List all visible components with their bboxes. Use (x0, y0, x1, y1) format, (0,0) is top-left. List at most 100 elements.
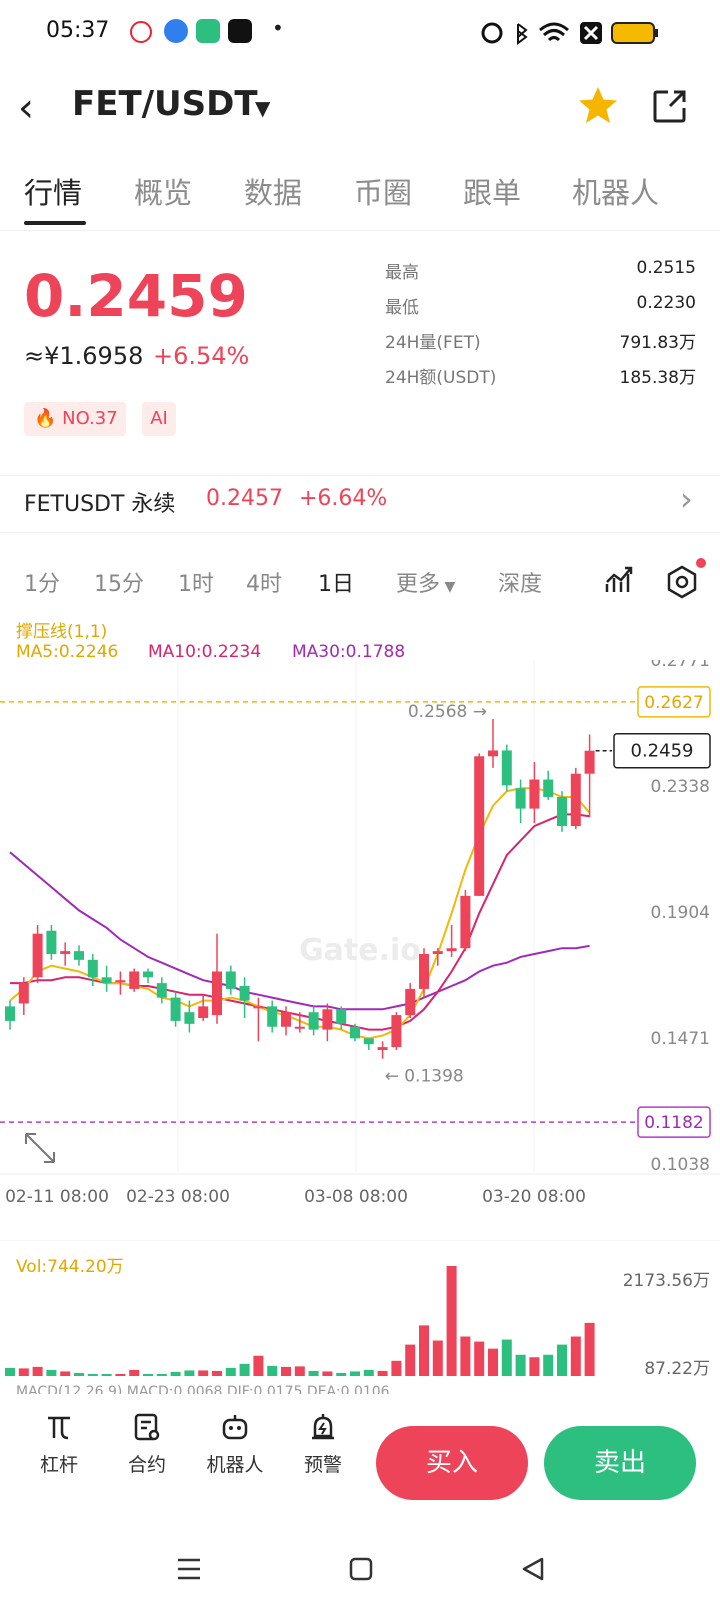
candle-body (584, 750, 595, 774)
settings-notification-dot (696, 558, 706, 568)
ai-badge[interactable]: AI (142, 402, 176, 436)
volume-bar (129, 1369, 140, 1376)
favorite-star-icon[interactable] (576, 84, 620, 128)
candle-body (405, 988, 416, 1016)
candle-body (253, 1006, 264, 1009)
resistance-value: 0.2627 (644, 693, 703, 713)
candle-body (115, 980, 126, 983)
tab-community[interactable]: 币圈 (354, 176, 413, 210)
tab-data[interactable]: 数据 (244, 176, 303, 210)
x-tick-label: 02-11 08:00 (5, 1187, 109, 1207)
back-icon[interactable]: ‹ (18, 85, 34, 131)
ma30-line (9, 851, 590, 1011)
volume-bar (115, 1374, 126, 1376)
tab-overview[interactable]: 概览 (134, 176, 193, 210)
contract-item[interactable]: 合约 (112, 1412, 182, 1477)
app-notification-icon (130, 21, 152, 43)
candle-body (101, 977, 112, 984)
status-time: 05:37 (46, 18, 110, 43)
caret-down-icon: ▼ (440, 579, 456, 595)
buy-button[interactable]: 买入 (376, 1426, 528, 1500)
volume-chart[interactable]: 2173.56万 87.22万 (0, 1240, 720, 1380)
perpetual-row[interactable]: FETUSDT 永续 0.2457 +6.64% › (0, 475, 720, 533)
stat-high-value: 0.2515 (636, 258, 696, 278)
header: ‹ FET/USDT ▼ (0, 70, 720, 150)
y-tick-label: 0.2771 (651, 660, 710, 671)
interval-1d[interactable]: 1日 (318, 572, 354, 597)
interval-1h[interactable]: 1时 (178, 572, 214, 597)
volume-bar (156, 1373, 167, 1376)
ma30-legend: MA30:0.1788 (292, 642, 406, 662)
back-nav-icon[interactable] (518, 1554, 548, 1584)
pair-title[interactable]: FET/USDT (72, 84, 258, 124)
sell-button[interactable]: 卖出 (544, 1426, 696, 1500)
low-annotation: ← 0.1398 (385, 1066, 464, 1086)
candle-body (557, 796, 567, 827)
volume-bar (101, 1374, 112, 1376)
tab-robot[interactable]: 机器人 (572, 176, 660, 210)
robot-label: 机器人 (206, 1454, 264, 1476)
candle-body (32, 933, 43, 978)
candle-body (143, 971, 153, 978)
tab-copy-trade[interactable]: 跟单 (463, 176, 522, 210)
y-tick-label: 0.2338 (651, 777, 710, 797)
volume-bar (501, 1339, 512, 1376)
robot-item[interactable]: 机器人 (200, 1412, 270, 1477)
perpetual-name: FETUSDT 永续 (24, 492, 176, 517)
candle-body (294, 1026, 305, 1029)
stat-vol-label: 24H量(FET) (385, 333, 481, 353)
cny-price: ≈¥1.6958 (24, 342, 144, 370)
stat-vol-value: 791.83万 (619, 333, 696, 353)
home-icon[interactable] (346, 1554, 376, 1584)
volume-bar (184, 1370, 195, 1376)
leverage-item[interactable]: 杠杆 (24, 1412, 94, 1477)
last-price: 0.2459 (24, 262, 248, 330)
fire-icon: 🔥 (34, 408, 57, 429)
candle-body (460, 895, 471, 949)
candle-body (5, 1006, 15, 1021)
candle-body (474, 756, 485, 896)
high-annotation: 0.2568 → (408, 702, 487, 722)
perpetual-price: 0.2457 (206, 486, 283, 511)
depth-tab[interactable]: 深度 (498, 572, 543, 597)
volume-bar (377, 1370, 388, 1376)
rank-badge[interactable]: 🔥 NO.37 (24, 402, 126, 436)
volume-bar (308, 1370, 319, 1376)
interval-4h[interactable]: 4时 (246, 572, 282, 597)
interval-more[interactable]: 更多 ▼ (396, 566, 455, 598)
volume-bar (543, 1354, 554, 1376)
candle-body (225, 971, 236, 989)
candlestick-chart[interactable]: 0.2771 0.2338 0.1904 0.1471 0.1038 02-11 08:0… (0, 660, 720, 1220)
tab-active-indicator (24, 221, 86, 225)
vol-legend: Vol:744.20万 (16, 1257, 124, 1277)
y-tick-label: 0.1038 (651, 1155, 710, 1175)
app-notification-icon (196, 19, 220, 43)
candle-body (377, 1047, 388, 1050)
settings-icon[interactable] (664, 564, 700, 600)
volume-bar (18, 1368, 29, 1376)
price-change: +6.54% (153, 342, 250, 370)
y-tick-label: 0.1471 (651, 1029, 710, 1049)
candle-body (129, 971, 140, 989)
volume-bar (239, 1363, 250, 1376)
tab-market[interactable]: 行情 (24, 176, 83, 210)
indicator-icon[interactable] (604, 564, 636, 596)
bottom-action-bar: 杠杆 合约 机器人 预警 买入 卖出 (0, 1402, 720, 1512)
candle-body (281, 1012, 291, 1027)
stat-low-value: 0.2230 (636, 293, 696, 313)
interval-15m[interactable]: 15分 (94, 572, 144, 597)
leverage-icon (48, 1416, 70, 1440)
volume-bar (281, 1366, 291, 1376)
share-icon[interactable] (650, 86, 690, 126)
candle-body (446, 948, 457, 952)
candle-body (156, 983, 167, 998)
menu-icon[interactable] (174, 1554, 204, 1584)
volume-bar (170, 1371, 181, 1376)
candle-body (267, 1006, 278, 1027)
pair-dropdown-icon[interactable]: ▼ (255, 96, 271, 120)
volume-bar (419, 1325, 429, 1376)
alert-item[interactable]: 预警 (288, 1412, 358, 1477)
interval-1m[interactable]: 1分 (24, 572, 60, 597)
system-nav-bar (0, 1530, 720, 1612)
volume-bar (322, 1371, 333, 1376)
